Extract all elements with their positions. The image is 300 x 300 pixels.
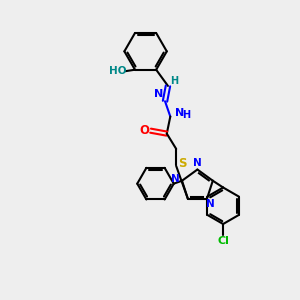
Text: Cl: Cl bbox=[217, 236, 229, 246]
Text: O: O bbox=[140, 124, 150, 137]
Text: N: N bbox=[206, 199, 215, 209]
Text: N: N bbox=[175, 108, 184, 118]
Text: N: N bbox=[172, 174, 180, 184]
Text: S: S bbox=[178, 157, 187, 169]
Text: H: H bbox=[170, 76, 178, 86]
Text: N: N bbox=[193, 158, 202, 168]
Text: H: H bbox=[182, 110, 190, 120]
Text: HO: HO bbox=[110, 66, 127, 76]
Text: N: N bbox=[154, 88, 163, 99]
